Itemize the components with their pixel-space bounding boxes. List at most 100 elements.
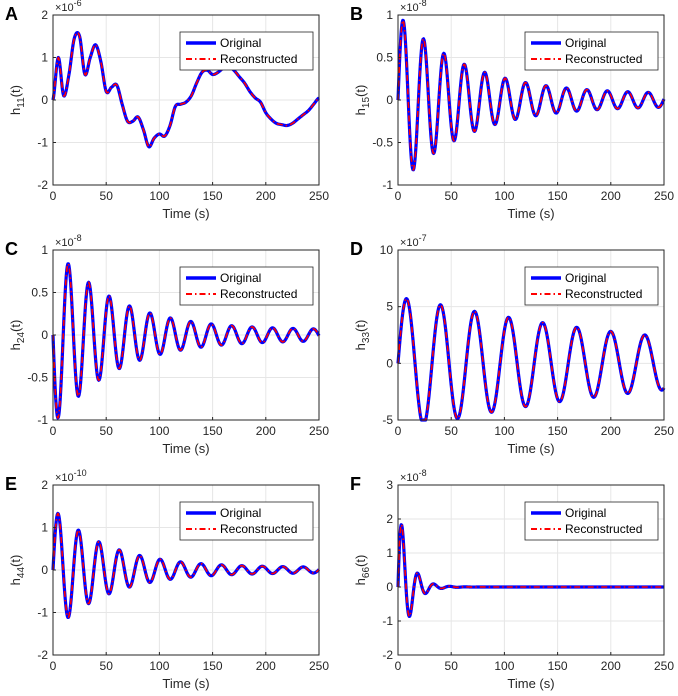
legend-box — [524, 266, 659, 306]
x-tick-label: 250 — [309, 424, 329, 438]
x-tick-label: 150 — [548, 659, 568, 673]
series-reconstructed — [397, 19, 665, 171]
x-tick-label: 0 — [50, 424, 57, 438]
exponent-label: ×10-10 — [55, 468, 87, 484]
panel-letter: B — [350, 4, 363, 24]
series-reconstructed — [397, 297, 665, 421]
legend: Original Reconstructed — [524, 266, 659, 306]
x-tick-label: 150 — [203, 424, 223, 438]
legend-original-label: Original — [220, 506, 261, 520]
x-tick-label: 100 — [149, 189, 169, 203]
x-tick-label: 250 — [654, 659, 674, 673]
x-tick-label: 50 — [100, 424, 114, 438]
y-axis-label: h44(t) — [8, 555, 27, 586]
x-tick-label: 200 — [601, 189, 621, 203]
series-original — [51, 30, 320, 149]
x-tick-label: 50 — [445, 659, 459, 673]
x-tick-label: 100 — [494, 659, 514, 673]
legend-original-label: Original — [565, 36, 606, 50]
y-tick-label: -1 — [382, 614, 393, 628]
y-tick-label: 2 — [386, 512, 393, 526]
y-tick-label: 0 — [41, 328, 48, 342]
x-tick-label: 250 — [654, 189, 674, 203]
y-tick-label: 1 — [386, 546, 393, 560]
x-tick-label: 100 — [149, 424, 169, 438]
legend-original-label: Original — [565, 506, 606, 520]
legend-reconstructed-label: Reconstructed — [220, 522, 297, 536]
legend-reconstructed-label: Reconstructed — [565, 52, 642, 66]
y-tick-label: 0 — [386, 580, 393, 594]
legend-original-label: Original — [220, 271, 261, 285]
y-tick-label: 0.5 — [31, 286, 48, 300]
panel-b: 0 50 100 150 200 250 -1 -0.5 0 0.5 1 ×10-8 Time (s) h… — [350, 0, 674, 221]
exponent-label: ×10-8 — [400, 468, 427, 484]
panel-letter: C — [5, 239, 18, 259]
y-tick-label: -2 — [37, 648, 48, 662]
y-tick-label: -1 — [37, 413, 48, 427]
x-axis-label: Time (s) — [162, 206, 209, 221]
legend: Original Reconstructed — [179, 501, 314, 541]
x-tick-label: 150 — [203, 659, 223, 673]
x-axis-label: Time (s) — [162, 441, 209, 456]
legend-reconstructed-label: Reconstructed — [220, 287, 297, 301]
x-tick-label: 0 — [50, 189, 57, 203]
y-tick-label: 5 — [386, 300, 393, 314]
y-tick-label: 1 — [386, 8, 393, 22]
x-tick-label: 50 — [100, 189, 114, 203]
x-tick-label: 50 — [100, 659, 114, 673]
panel-f: 0 50 100 150 200 250 -2 -1 0 1 2 3 ×10-8 Time (s) h66(… — [350, 468, 674, 691]
x-axis-label: Time (s) — [507, 206, 554, 221]
legend-box — [179, 501, 314, 541]
x-tick-label: 150 — [548, 424, 568, 438]
axes-box — [397, 249, 665, 421]
x-tick-label: 0 — [395, 424, 402, 438]
y-tick-label: -1 — [37, 136, 48, 150]
legend: Original Reconstructed — [179, 31, 314, 71]
legend-box — [179, 31, 314, 71]
legend-reconstructed-label: Reconstructed — [220, 52, 297, 66]
legend-original-label: Original — [220, 36, 261, 50]
y-tick-label: 1 — [41, 521, 48, 535]
y-tick-label: 2 — [41, 478, 48, 492]
x-axis-label: Time (s) — [507, 441, 554, 456]
legend-reconstructed-label: Reconstructed — [565, 287, 642, 301]
x-tick-label: 50 — [445, 424, 459, 438]
x-tick-label: 100 — [494, 424, 514, 438]
y-axis-label: h15(t) — [353, 85, 372, 116]
y-tick-label: 0 — [41, 93, 48, 107]
axes-box — [397, 484, 665, 656]
x-tick-label: 200 — [256, 189, 276, 203]
series-reconstructed — [52, 512, 320, 619]
y-tick-label: -5 — [382, 413, 393, 427]
y-tick-label: 0 — [386, 356, 393, 370]
x-axis-label: Time (s) — [507, 676, 554, 691]
y-axis-label: h24(t) — [8, 320, 27, 351]
exponent-label: ×10-8 — [400, 0, 427, 14]
y-tick-label: -0.5 — [372, 136, 393, 150]
panel-c: 0 50 100 150 200 250 -1 -0.5 0 0.5 1 ×10-8 Time (s) h… — [5, 233, 329, 456]
y-tick-label: 0 — [386, 93, 393, 107]
y-tick-label: 1 — [41, 51, 48, 65]
y-axis-label: h66(t) — [353, 555, 372, 586]
x-tick-label: 200 — [601, 424, 621, 438]
x-tick-label: 150 — [203, 189, 223, 203]
legend-box — [179, 266, 314, 306]
legend: Original Reconstructed — [179, 266, 314, 306]
y-tick-label: 3 — [386, 478, 393, 492]
x-tick-label: 150 — [548, 189, 568, 203]
legend: Original Reconstructed — [524, 31, 659, 71]
x-tick-label: 200 — [256, 424, 276, 438]
x-tick-label: 50 — [445, 189, 459, 203]
x-axis-label: Time (s) — [162, 676, 209, 691]
legend-box — [524, 501, 659, 541]
x-tick-label: 100 — [149, 659, 169, 673]
panel-letter: E — [5, 474, 17, 494]
x-tick-label: 250 — [309, 659, 329, 673]
y-tick-label: -1 — [382, 178, 393, 192]
exponent-label: ×10-6 — [55, 0, 82, 14]
panel-letter: F — [350, 474, 361, 494]
legend-original-label: Original — [565, 271, 606, 285]
legend-box — [524, 31, 659, 71]
